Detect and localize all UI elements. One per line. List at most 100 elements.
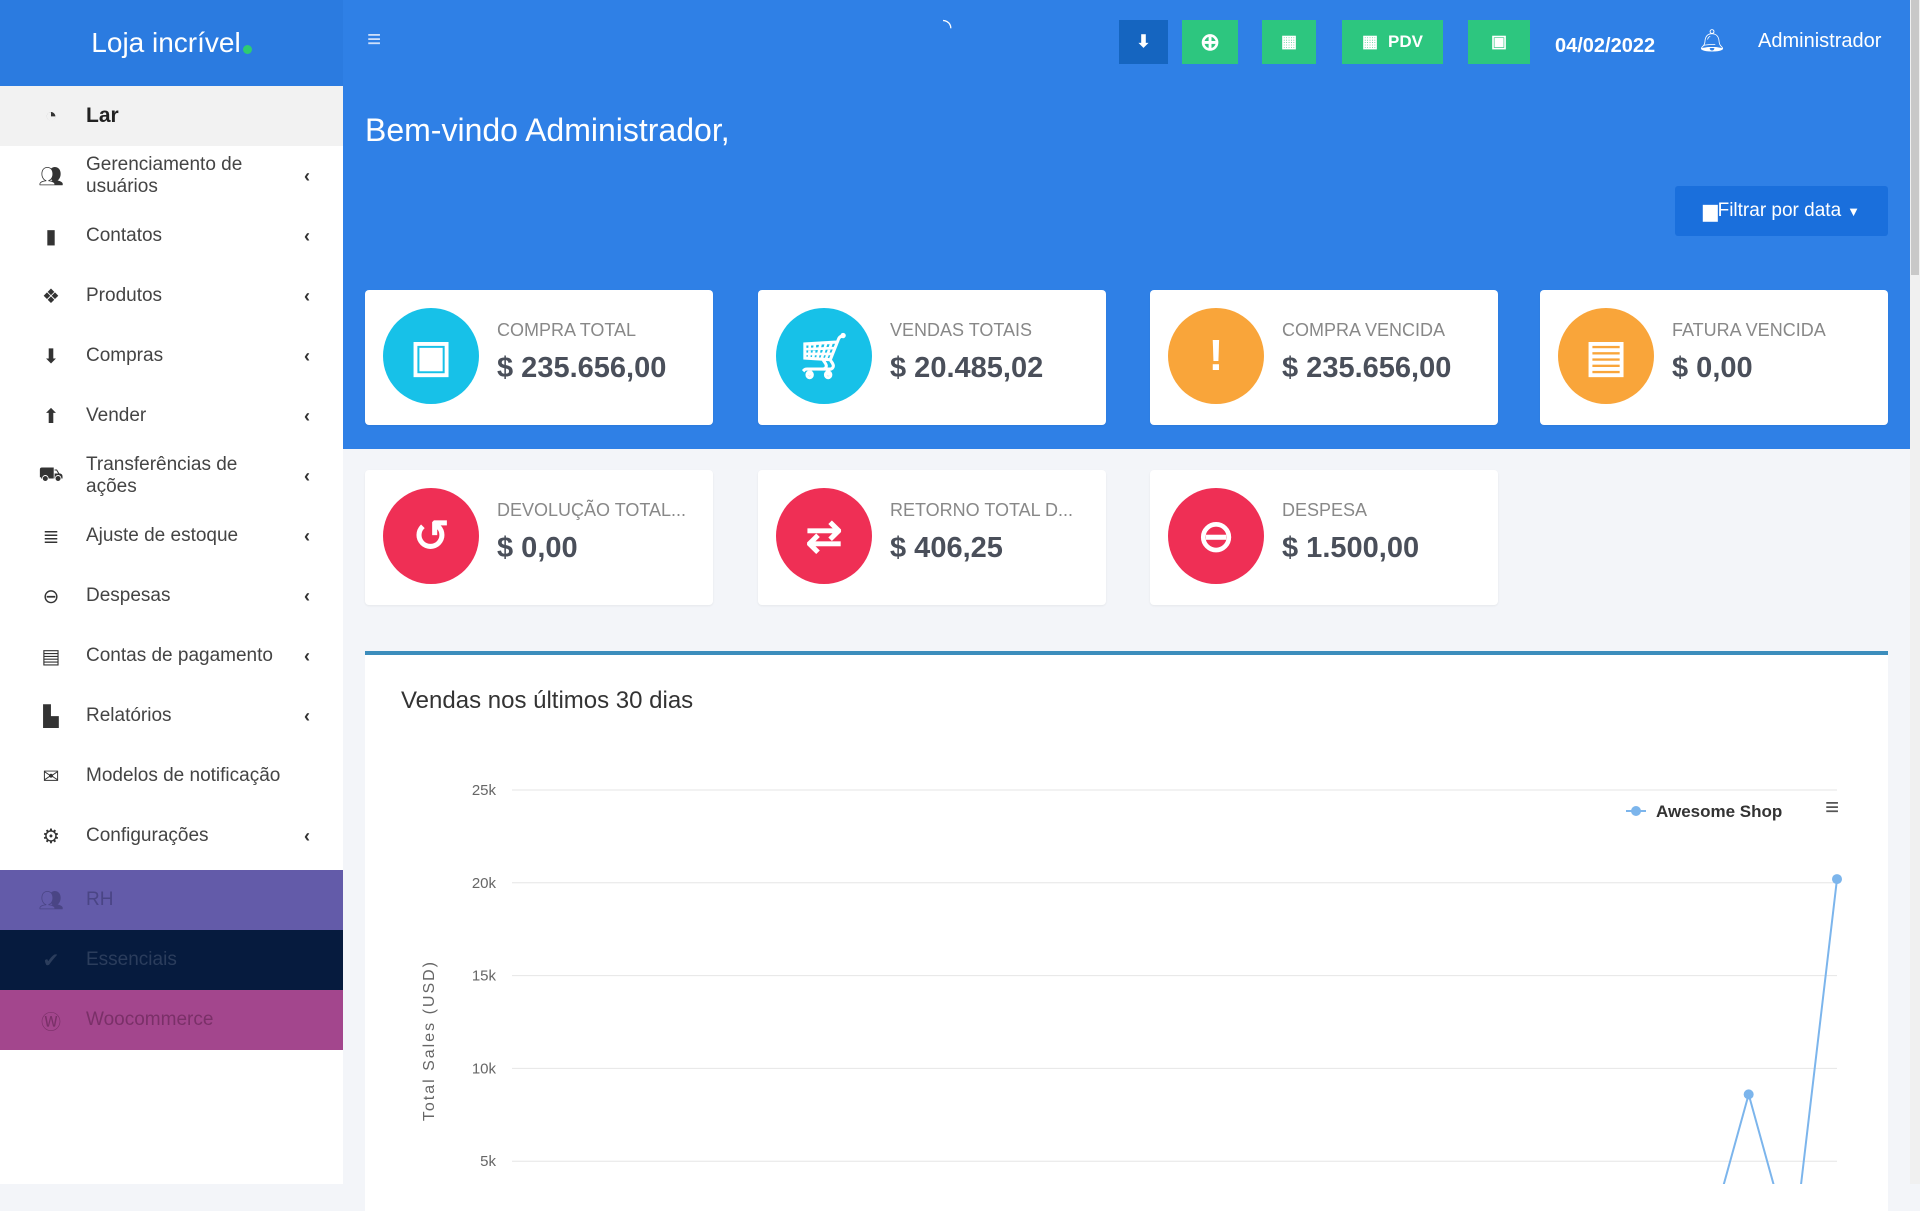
truck-icon: ⛟ bbox=[38, 463, 64, 486]
sidebar-item-label: Ajuste de estoque bbox=[86, 525, 239, 546]
stat-card: 🛒︎ VENDAS TOTAIS $ 20.485,02 bbox=[758, 290, 1106, 425]
sidebar-item[interactable]: ≣ Ajuste de estoque ‹ bbox=[0, 506, 343, 566]
hamburger-menu-icon[interactable]: ≡ bbox=[367, 26, 382, 53]
users-icon: 👥︎ bbox=[38, 889, 64, 912]
chevron-left-icon: ‹ bbox=[304, 405, 310, 426]
sidebar-item[interactable]: 👥︎ Gerenciamento de usuários ‹ bbox=[0, 146, 343, 206]
sidebar-item[interactable]: ✉ Modelos de notificação bbox=[0, 746, 343, 806]
pdv-button[interactable]: ▦ PDV bbox=[1342, 20, 1443, 64]
sidebar-item-label: Configurações bbox=[86, 825, 209, 846]
arrow-circle-down-icon: ⬇ bbox=[1136, 32, 1151, 51]
undo-icon: ↺ bbox=[383, 488, 479, 584]
sidebar-module[interactable]: 👥︎ RH bbox=[0, 870, 343, 930]
legend-label: Awesome Shop bbox=[1656, 802, 1782, 821]
filter-by-date-button[interactable]: ▆ Filtrar por data ▼ bbox=[1675, 186, 1888, 236]
stat-value: $ 235.656,00 bbox=[497, 352, 667, 384]
calculator-icon: ▦ bbox=[1280, 32, 1298, 51]
sidebar-item-label: Compras bbox=[86, 345, 164, 366]
add-button[interactable]: ⊕ bbox=[1182, 20, 1238, 64]
chevron-left-icon: ‹ bbox=[304, 225, 310, 246]
scrollbar-thumb[interactable] bbox=[1911, 0, 1919, 275]
series-line bbox=[1722, 878, 1838, 1184]
sidebar-module[interactable]: ✔ Essenciais bbox=[0, 930, 343, 990]
data-point bbox=[1832, 874, 1842, 885]
stat-value: $ 0,00 bbox=[1672, 352, 1753, 384]
check-circle-icon: ✔ bbox=[42, 949, 60, 972]
y-tick-label: 5k bbox=[480, 1153, 496, 1170]
page-scrollbar[interactable] bbox=[1910, 0, 1920, 1184]
address-book-icon: ▮ bbox=[45, 225, 57, 248]
stat-card: ! COMPRA VENCIDA $ 235.656,00 bbox=[1150, 290, 1498, 425]
invoice-alert-icon: ▤ bbox=[1558, 308, 1654, 404]
cash-register-button[interactable]: ▣ bbox=[1468, 20, 1530, 64]
gear-icon: ⚙ bbox=[42, 825, 60, 848]
chart-menu-icon[interactable]: ≡ bbox=[1825, 794, 1839, 821]
sidebar-module[interactable]: Ⓦ Woocommerce bbox=[0, 990, 343, 1050]
stat-label: VENDAS TOTAIS bbox=[890, 320, 1033, 340]
stat-card: ⇄ RETORNO TOTAL D... $ 406,25 bbox=[758, 470, 1106, 605]
sidebar-item[interactable]: ⬇ Compras ‹ bbox=[0, 326, 343, 386]
app-logo[interactable]: Loja incrível bbox=[0, 0, 343, 86]
stat-card: ⊖ DESPESA $ 1.500,00 bbox=[1150, 470, 1498, 605]
welcome-heading: Bem-vindo Administrador, bbox=[365, 112, 730, 148]
sidebar-item[interactable]: ▤ Contas de pagamento ‹ bbox=[0, 626, 343, 686]
money-bill-icon: ▣ bbox=[383, 308, 479, 404]
chevron-left-icon: ‹ bbox=[304, 705, 310, 726]
calculator-button[interactable]: ▦ bbox=[1262, 20, 1316, 64]
stat-label: FATURA VENCIDA bbox=[1672, 320, 1826, 340]
y-tick-label: 20k bbox=[472, 875, 497, 892]
cart-icon: 🛒︎ bbox=[776, 308, 872, 404]
chevron-left-icon: ‹ bbox=[304, 465, 310, 486]
grid-icon: ▦ bbox=[1361, 32, 1379, 51]
chevron-left-icon: ‹ bbox=[304, 525, 310, 546]
sidebar-item[interactable]: ⬆ Vender ‹ bbox=[0, 386, 343, 446]
data-point bbox=[1743, 1089, 1754, 1100]
download-button[interactable]: ⬇ bbox=[1119, 20, 1168, 64]
sidebar-item[interactable]: ▙ Relatórios ‹ bbox=[0, 686, 343, 746]
cubes-icon: ❖ bbox=[42, 285, 60, 308]
sidebar-item[interactable]: ◔ Lar bbox=[0, 86, 343, 146]
top-navbar: ≡ ◝ ⬇ ⊕ ▦ ▦ PDV ▣ 04/02/2022 🔔︎ Administr… bbox=[343, 0, 1920, 86]
sidebar-item[interactable]: ⚙ Configurações ‹ bbox=[0, 806, 343, 866]
y-tick-label: 25k bbox=[472, 782, 497, 799]
money-bill-icon: ▣ bbox=[1490, 32, 1508, 51]
legend-marker bbox=[1631, 806, 1641, 816]
stat-value: $ 406,25 bbox=[890, 532, 1003, 564]
sidebar-item-label: Vender bbox=[86, 405, 147, 426]
users-icon: 👥︎ bbox=[38, 165, 64, 188]
stat-value: $ 20.485,02 bbox=[890, 352, 1044, 384]
stat-label: COMPRA TOTAL bbox=[497, 320, 637, 340]
minus-circle-icon: ⊖ bbox=[42, 585, 60, 608]
arrow-circle-down-icon: ⬇ bbox=[42, 345, 60, 368]
stat-label: RETORNO TOTAL D... bbox=[890, 500, 1074, 520]
sidebar-item[interactable]: ⊖ Despesas ‹ bbox=[0, 566, 343, 626]
sidebar-item-label: Contatos bbox=[86, 225, 163, 246]
user-menu[interactable]: Administrador bbox=[1758, 30, 1882, 52]
sales-chart-panel: Vendas nos últimos 30 dias bbox=[365, 651, 1888, 1211]
chevron-left-icon: ‹ bbox=[304, 285, 310, 306]
envelope-icon: ✉ bbox=[42, 765, 60, 788]
y-tick-label: 10k bbox=[472, 1060, 497, 1077]
stat-label: DEVOLUÇÃO TOTAL... bbox=[497, 500, 687, 520]
sidebar-module-label: Woocommerce bbox=[86, 1009, 214, 1030]
stat-value: $ 1.500,00 bbox=[1282, 532, 1420, 564]
sidebar-item-label: Modelos de notificação bbox=[86, 765, 281, 786]
stat-value: $ 235.656,00 bbox=[1282, 352, 1452, 384]
chart-title: Vendas nos últimos 30 dias bbox=[401, 687, 694, 714]
y-axis-label: Total Sales (USD) bbox=[421, 960, 438, 1121]
stat-label: DESPESA bbox=[1282, 500, 1368, 520]
chevron-left-icon: ‹ bbox=[304, 645, 310, 666]
sidebar-item-label: Despesas bbox=[86, 585, 171, 606]
sidebar-item[interactable]: ▮ Contatos ‹ bbox=[0, 206, 343, 266]
caret-down-icon: ▼ bbox=[1847, 203, 1861, 219]
bell-icon[interactable]: 🔔︎ bbox=[1698, 28, 1726, 53]
sidebar-item[interactable]: ⛟ Transferências de ações ‹ bbox=[0, 446, 343, 506]
filter-label: Filtrar por data bbox=[1717, 200, 1842, 221]
money-check-icon: ▤ bbox=[41, 645, 61, 668]
plus-circle-icon: ⊕ bbox=[1199, 28, 1221, 56]
sidebar-item[interactable]: ❖ Produtos ‹ bbox=[0, 266, 343, 326]
dashboard-icon: ◔ bbox=[44, 104, 58, 127]
stat-card: ↺ DEVOLUÇÃO TOTAL... $ 0,00 bbox=[365, 470, 713, 605]
sidebar-module-label: RH bbox=[86, 889, 114, 910]
stat-card: ▤ FATURA VENCIDA $ 0,00 bbox=[1540, 290, 1888, 425]
